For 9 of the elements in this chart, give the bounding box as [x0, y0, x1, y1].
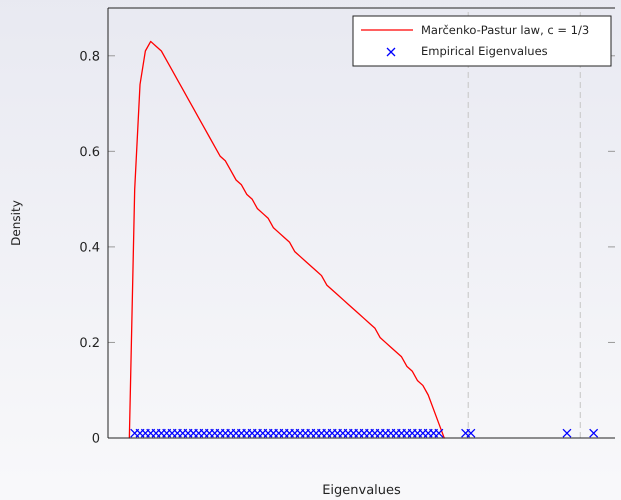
x-axis-title: Eigenvalues: [322, 483, 402, 498]
y-tick-label: 0.2: [79, 336, 100, 351]
y-axis-title: Density: [9, 200, 23, 246]
y-tick-label: 0: [92, 432, 100, 447]
y-tick-label: 0.4: [79, 240, 100, 256]
legend-label: Empirical Eigenvalues: [421, 44, 548, 58]
y-tick-label: 0.8: [79, 49, 100, 64]
y-tick-label: 0.6: [79, 144, 100, 160]
legend-label: Marčenko-Pastur law, c = 1/3: [421, 23, 590, 38]
